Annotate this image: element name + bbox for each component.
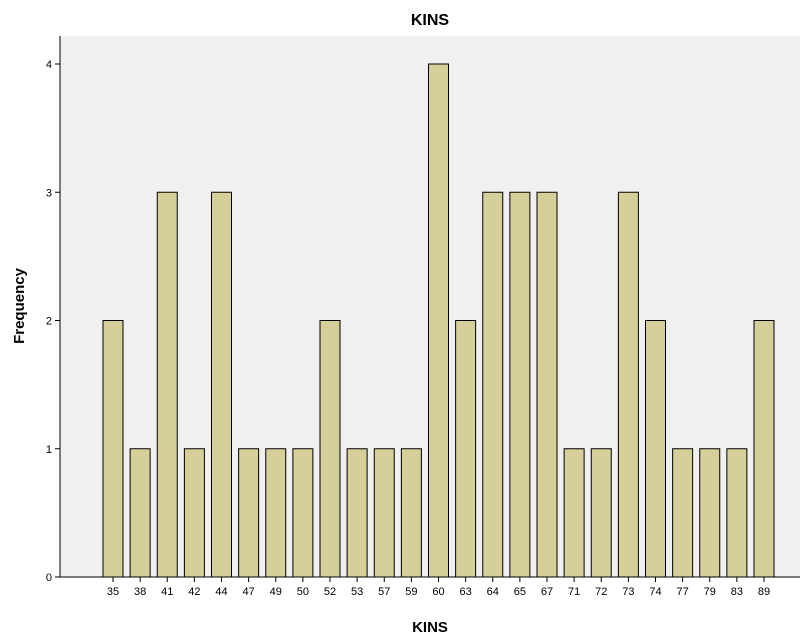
y-ticks-group: 0 1 2 3 4 [46, 59, 60, 584]
x-tick-label-38: 38 [134, 586, 146, 598]
bar-38 [129, 448, 151, 578]
x-tick-label-60: 60 [432, 586, 444, 598]
bar-71 [563, 448, 585, 578]
x-tick-label-53: 53 [351, 586, 363, 598]
bar-77 [672, 448, 694, 578]
bar-50 [292, 448, 314, 578]
y-tick-label-0: 0 [46, 572, 52, 584]
bar-49 [265, 448, 287, 578]
x-tick-label-72: 72 [595, 586, 607, 598]
bar-57 [373, 448, 395, 578]
bar-89 [753, 320, 775, 578]
y-tick-label-1: 1 [46, 444, 52, 456]
y-tick-label-2: 2 [46, 316, 52, 328]
x-tick-label-83: 83 [731, 586, 743, 598]
x-tick-label-35: 35 [107, 586, 119, 598]
bar-44 [211, 191, 232, 578]
x-tick-label-50: 50 [297, 586, 309, 598]
bar-72 [590, 448, 612, 578]
x-tick-label-52: 52 [324, 586, 336, 598]
x-tick-label-49: 49 [270, 586, 282, 598]
y-tick-label-4: 4 [46, 59, 52, 71]
bar-59 [400, 448, 422, 578]
bar-41 [156, 191, 178, 578]
bar-67 [536, 191, 558, 578]
x-tick-label-64: 64 [487, 586, 499, 598]
x-tick-label-89: 89 [758, 586, 770, 598]
bar-63 [455, 320, 477, 578]
bar-53 [346, 448, 368, 578]
bar-64 [482, 191, 504, 578]
bar-65 [509, 191, 531, 578]
x-tick-label-44: 44 [215, 586, 227, 598]
y-tick-label-3: 3 [46, 187, 52, 199]
bar-79 [699, 448, 721, 578]
x-ticks-group: 35 38 41 42 44 47 49 50 52 53 57 59 60 63 64 65 67 71 72 73… [107, 577, 770, 598]
x-tick-label-57: 57 [378, 586, 390, 598]
bar-42 [183, 448, 205, 578]
bar-52 [319, 320, 341, 578]
bars-group [102, 63, 775, 578]
x-axis-label: KINS [412, 619, 448, 636]
bar-73 [617, 191, 639, 578]
x-tick-label-67: 67 [541, 586, 553, 598]
x-tick-label-65: 65 [514, 586, 526, 598]
x-tick-label-71: 71 [568, 586, 580, 598]
x-tick-label-79: 79 [704, 586, 716, 598]
x-tick-label-73: 73 [622, 586, 634, 598]
bar-35 [102, 320, 124, 578]
x-tick-label-59: 59 [405, 586, 417, 598]
bar-60 [428, 63, 449, 578]
x-tick-label-74: 74 [649, 586, 661, 598]
chart-title: KINS [411, 12, 450, 29]
x-tick-label-42: 42 [188, 586, 200, 598]
bar-47 [238, 448, 260, 578]
x-tick-label-77: 77 [677, 586, 689, 598]
bar-83 [726, 448, 748, 578]
y-axis-label: Frequency [11, 267, 28, 344]
bar-74 [645, 320, 666, 578]
x-tick-label-47: 47 [243, 586, 255, 598]
x-tick-label-63: 63 [460, 586, 472, 598]
x-tick-label-41: 41 [161, 586, 173, 598]
